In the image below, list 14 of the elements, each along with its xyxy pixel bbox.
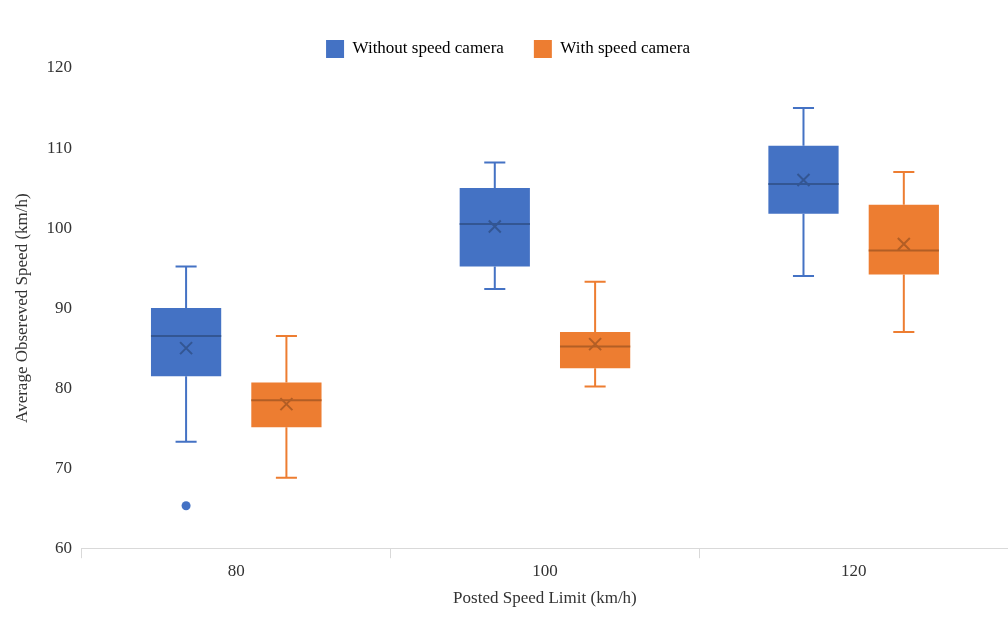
y-tick-label: 90 — [54, 297, 72, 317]
y-tick-label: 70 — [54, 457, 72, 477]
y-tick-label: 60 — [54, 537, 72, 557]
legend-label: Without speed camera — [352, 38, 505, 58]
y-tick-label: 110 — [47, 137, 72, 157]
y-axis-title: Average Obsereved Speed (km/h) — [11, 193, 31, 423]
x-axis-title: Posted Speed Limit (km/h) — [453, 588, 637, 608]
legend-label: With speed camera — [560, 38, 691, 58]
x-tick-label: 100 — [532, 560, 558, 580]
y-tick-label: 100 — [46, 217, 72, 237]
y-tick-label: 80 — [54, 377, 72, 397]
x-tick-label: 120 — [840, 560, 867, 580]
y-tick-label: 120 — [46, 57, 72, 77]
x-tick-label: 80 — [227, 560, 245, 580]
